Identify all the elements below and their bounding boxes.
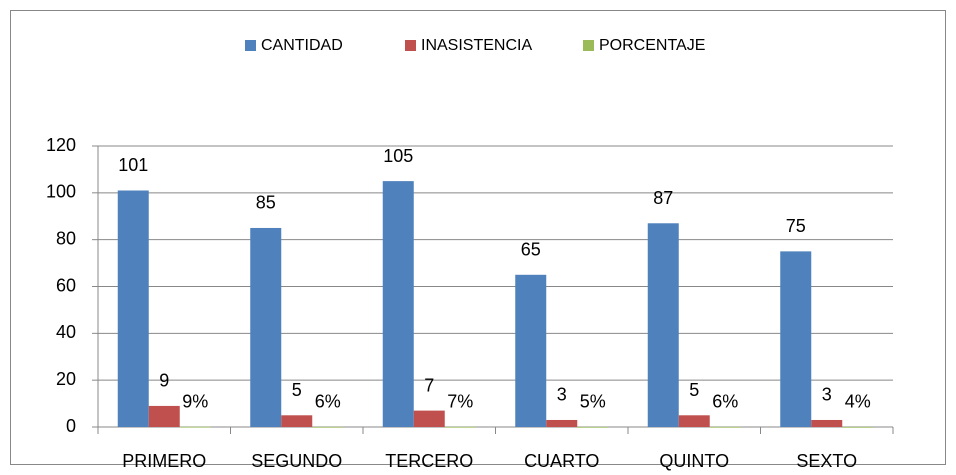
bar xyxy=(647,223,679,427)
data-label: 6% xyxy=(315,392,341,412)
data-label: 3 xyxy=(557,385,567,405)
x-tick-label: PRIMERO xyxy=(122,451,206,471)
data-label: 65 xyxy=(521,240,541,260)
data-label: 85 xyxy=(256,193,276,213)
legend-swatch xyxy=(405,40,416,51)
bar xyxy=(312,426,344,428)
legend-label: INASISTENCIA xyxy=(421,37,532,54)
data-label: 5 xyxy=(292,380,302,400)
y-tick-label: 80 xyxy=(56,228,76,248)
bar xyxy=(382,181,414,427)
bar xyxy=(577,426,609,428)
bar xyxy=(148,405,180,427)
bar xyxy=(281,415,313,427)
x-tick-label: SEXTO xyxy=(796,451,857,471)
bar xyxy=(678,415,710,427)
data-label: 7% xyxy=(447,392,473,412)
y-tick-label: 60 xyxy=(56,275,76,295)
bar xyxy=(117,190,149,427)
data-label: 7 xyxy=(424,375,434,395)
y-tick-label: 20 xyxy=(56,369,76,389)
data-label: 9 xyxy=(159,371,169,391)
bar xyxy=(811,419,843,427)
x-tick-label: SEGUNDO xyxy=(251,451,342,471)
data-label: 5% xyxy=(580,392,606,412)
legend-swatch xyxy=(583,40,594,51)
bar xyxy=(179,426,211,428)
y-tick-label: 40 xyxy=(56,322,76,342)
data-label: 87 xyxy=(653,188,673,208)
y-tick-label: 100 xyxy=(46,182,76,202)
bar xyxy=(515,274,547,427)
bar xyxy=(546,419,578,427)
data-label: 101 xyxy=(118,155,148,175)
legend-label: CANTIDAD xyxy=(261,37,343,54)
data-label: 9% xyxy=(182,392,208,412)
y-tick-label: 120 xyxy=(46,135,76,155)
data-label: 4% xyxy=(845,392,871,412)
bar xyxy=(413,410,445,427)
legend-swatch xyxy=(245,40,256,51)
data-label: 5 xyxy=(689,380,699,400)
x-tick-label: TERCERO xyxy=(385,451,473,471)
data-label: 6% xyxy=(712,392,738,412)
data-label: 3 xyxy=(822,385,832,405)
bar xyxy=(444,426,476,428)
bar xyxy=(842,426,874,428)
bar xyxy=(780,251,812,427)
x-tick-label: QUINTO xyxy=(659,451,729,471)
legend-label: PORCENTAJE xyxy=(599,37,705,54)
data-label: 75 xyxy=(786,216,806,236)
bar xyxy=(709,426,741,428)
y-tick-label: 0 xyxy=(66,416,76,436)
data-label: 105 xyxy=(383,146,413,166)
x-tick-label: CUARTO xyxy=(524,451,599,471)
bar xyxy=(250,227,282,427)
